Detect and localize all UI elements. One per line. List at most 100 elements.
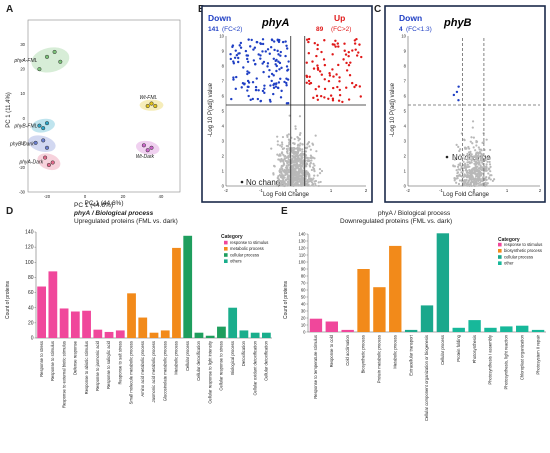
pca-y-tick-label: 20: [20, 67, 25, 72]
volcano-point-unchanged: [299, 170, 303, 174]
volcano-y-tick-label: 10: [219, 33, 224, 38]
volcano-point-up: [355, 54, 359, 57]
up-label: Up: [334, 13, 345, 23]
volcano-point-down: [235, 54, 239, 57]
bar-y-tick-label: 20: [301, 316, 306, 321]
bar-y-tick-label: 120: [25, 245, 34, 251]
pca-point: [37, 123, 42, 128]
volcano-point-unchanged: [291, 149, 294, 152]
volcano-point-unchanged: [475, 156, 479, 160]
down-count-phyb: 4: [399, 26, 403, 33]
volcano-point-unchanged: [286, 134, 289, 137]
volcano-point-down: [257, 53, 260, 56]
volcano-point-unchanged: [468, 147, 471, 150]
volcano-point-unchanged: [291, 157, 294, 160]
bar-category-label: Biological process: [230, 341, 235, 375]
volcano-point-unchanged: [300, 167, 303, 170]
volcano-point-unchanged: [297, 171, 301, 175]
volcano-point-unchanged: [296, 166, 299, 169]
volcano-point-down: [283, 80, 286, 84]
volcano-point-unchanged: [468, 184, 471, 188]
volcano-point-unchanged: [475, 165, 478, 169]
volcano-point-unchanged: [468, 169, 472, 173]
volcano-point-unchanged: [302, 169, 305, 172]
volcano-y-tick-label: 0: [404, 183, 407, 188]
volcano-point-down: [261, 50, 264, 53]
volcano-point-up: [327, 97, 330, 100]
volcano-point-down: [272, 40, 276, 43]
volcano-point-down: [277, 53, 280, 56]
volcano-point-unchanged: [279, 168, 282, 171]
volcano-point-down: [246, 72, 249, 76]
volcano-point-unchanged: [301, 153, 305, 156]
volcano-point-up: [316, 68, 320, 71]
bar-y-tick-label: 100: [299, 260, 307, 265]
volcano-point-up: [343, 42, 346, 45]
volcano-point-unchanged: [489, 170, 492, 173]
bar: [420, 305, 434, 332]
volcano-point-unchanged: [480, 159, 484, 162]
volcano-point-up: [334, 45, 337, 48]
volcano-point-down: [266, 48, 270, 51]
volcano-point-unchanged: [308, 145, 311, 148]
volcano-point-unchanged: [467, 171, 470, 174]
volcano-point-up: [347, 50, 350, 54]
legend-swatch: [224, 240, 228, 245]
volcano-point-unchanged: [275, 184, 279, 187]
bar-category-label: Detoxification: [241, 340, 246, 366]
volcano-point-unchanged: [487, 168, 490, 171]
volcano-point-unchanged: [300, 155, 303, 159]
volcano-point-down: [275, 58, 278, 62]
volcano-point-up: [344, 53, 348, 56]
volcano-point-unchanged: [471, 120, 475, 123]
volcano-point-up: [332, 75, 335, 78]
volcano-point-unchanged: [294, 172, 297, 175]
bar-y-tick-label: 60: [301, 288, 306, 293]
volcano-point-up: [345, 86, 348, 89]
volcano-point-unchanged: [471, 126, 474, 129]
volcano-point-unchanged: [288, 153, 291, 157]
bar: [484, 327, 497, 332]
bar-y-tick-label: 110: [299, 253, 306, 258]
volcano-point-unchanged: [455, 174, 459, 178]
bar-category-label: Metabolic process: [392, 335, 397, 369]
volcano-point-unchanged: [484, 169, 487, 172]
pca-point: [149, 145, 154, 150]
volcano-point-up: [305, 61, 308, 64]
volcano-point-up: [353, 85, 356, 89]
bar-y-tick-label: 140: [299, 232, 307, 237]
volcano-point-unchanged: [279, 179, 282, 183]
volcano-point-unchanged: [284, 171, 287, 174]
volcano-point-up: [309, 81, 313, 85]
volcano-point-down: [251, 97, 254, 101]
legend-label: others: [230, 259, 242, 264]
volcano-y-tick-label: 7: [222, 78, 225, 83]
volcano-point-up: [327, 79, 331, 83]
volcano-point-unchanged: [284, 166, 288, 169]
volcano-point-unchanged: [294, 167, 298, 170]
volcano-point-unchanged: [280, 174, 284, 177]
volcano-point-unchanged: [290, 173, 293, 176]
volcano-point-unchanged: [486, 160, 489, 163]
volcano-point-up: [351, 49, 354, 52]
bar-category-label: Response to salt stress: [117, 341, 122, 385]
volcano-point-unchanged: [456, 172, 459, 175]
volcano-point-unchanged: [287, 184, 291, 187]
volcano-point-unchanged: [286, 171, 289, 174]
volcano-y-tick-label: 5: [404, 108, 407, 113]
volcano-point-unchanged: [288, 141, 291, 144]
volcano-point-down: [234, 49, 237, 52]
volcano-point-unchanged: [309, 180, 312, 183]
volcano-point-unchanged: [299, 154, 302, 157]
panel-letter-d: D: [6, 206, 13, 217]
volcano-point-unchanged: [281, 135, 285, 139]
volcano-point-unchanged: [291, 160, 295, 163]
pca-point: [153, 103, 158, 109]
volcano-point-up: [317, 85, 321, 88]
volcano-point-unchanged: [453, 155, 456, 158]
volcano-point-down: [269, 100, 272, 103]
volcano-point-unchanged: [281, 179, 284, 183]
volcano-point-unchanged: [305, 180, 308, 183]
volcano-point-unchanged: [277, 175, 280, 178]
volcano-point-unchanged: [293, 161, 296, 164]
